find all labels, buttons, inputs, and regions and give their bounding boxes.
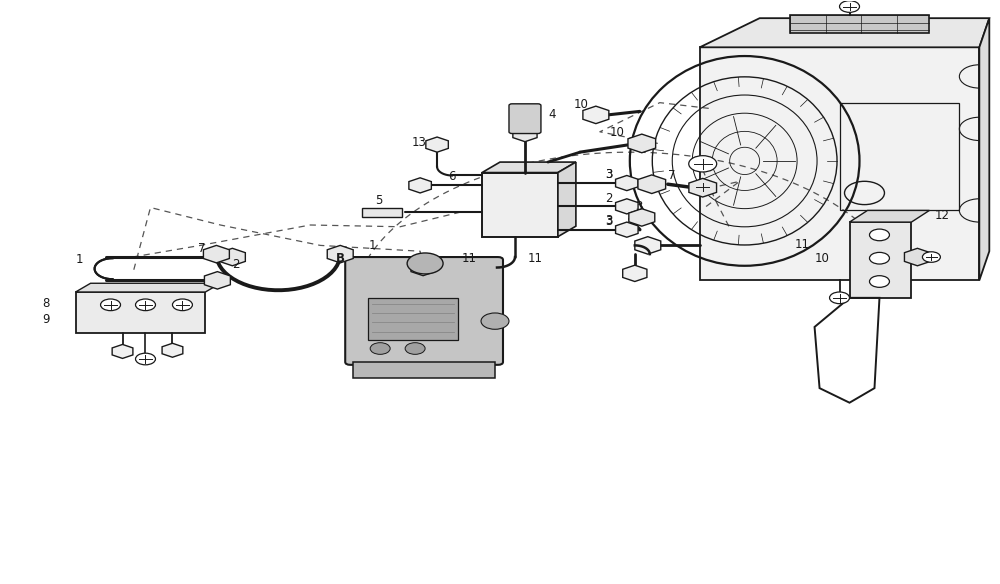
Circle shape — [869, 229, 889, 241]
Circle shape — [407, 253, 443, 274]
Circle shape — [869, 276, 889, 287]
Text: 2: 2 — [605, 192, 612, 205]
Polygon shape — [638, 175, 666, 193]
Circle shape — [136, 299, 155, 311]
Text: 10: 10 — [574, 98, 589, 111]
Text: 3: 3 — [605, 168, 612, 182]
FancyBboxPatch shape — [368, 298, 458, 340]
Polygon shape — [219, 248, 245, 266]
Polygon shape — [700, 18, 989, 47]
Text: 7: 7 — [668, 169, 675, 182]
Polygon shape — [616, 222, 638, 237]
Text: B: B — [336, 252, 345, 265]
Text: 12: 12 — [934, 208, 949, 221]
Circle shape — [172, 299, 192, 311]
Text: 3: 3 — [605, 214, 612, 227]
Circle shape — [405, 343, 425, 354]
Polygon shape — [112, 345, 133, 359]
Polygon shape — [850, 210, 929, 222]
Polygon shape — [162, 343, 183, 357]
Text: 11: 11 — [528, 252, 543, 265]
FancyBboxPatch shape — [850, 222, 911, 298]
Polygon shape — [482, 162, 576, 172]
Circle shape — [101, 299, 121, 311]
Polygon shape — [628, 134, 656, 153]
FancyBboxPatch shape — [345, 257, 503, 365]
Circle shape — [136, 353, 155, 365]
Text: 2: 2 — [232, 258, 240, 271]
Text: 8: 8 — [43, 297, 50, 310]
Text: 1: 1 — [368, 239, 376, 252]
Text: 5: 5 — [375, 194, 383, 207]
Text: 3: 3 — [635, 200, 642, 213]
Polygon shape — [616, 199, 638, 214]
Text: 13: 13 — [412, 135, 427, 149]
Text: 3: 3 — [605, 168, 612, 181]
FancyBboxPatch shape — [76, 292, 205, 333]
Circle shape — [481, 313, 509, 329]
Text: 7: 7 — [198, 242, 206, 255]
Polygon shape — [409, 178, 431, 193]
Text: 9: 9 — [43, 314, 50, 326]
Polygon shape — [558, 162, 576, 237]
Polygon shape — [629, 208, 655, 226]
Circle shape — [830, 292, 850, 304]
Text: 6: 6 — [448, 170, 456, 183]
Text: 3: 3 — [605, 215, 612, 228]
Polygon shape — [904, 248, 930, 266]
Circle shape — [693, 181, 713, 193]
Text: 11: 11 — [795, 238, 810, 251]
Polygon shape — [635, 237, 661, 254]
Polygon shape — [790, 15, 929, 33]
Circle shape — [869, 252, 889, 264]
FancyBboxPatch shape — [353, 362, 495, 378]
Polygon shape — [204, 272, 230, 289]
FancyBboxPatch shape — [482, 172, 558, 237]
Polygon shape — [203, 245, 229, 263]
Polygon shape — [616, 175, 638, 190]
Text: 10: 10 — [610, 127, 625, 140]
Polygon shape — [426, 137, 448, 152]
Text: 11: 11 — [462, 252, 477, 265]
Circle shape — [840, 1, 860, 12]
Text: 10: 10 — [815, 252, 829, 265]
Polygon shape — [513, 126, 537, 142]
Circle shape — [370, 343, 390, 354]
Polygon shape — [689, 178, 717, 197]
Polygon shape — [979, 18, 989, 280]
Text: 4: 4 — [548, 108, 555, 121]
Polygon shape — [327, 245, 353, 263]
Polygon shape — [583, 106, 609, 124]
Polygon shape — [76, 283, 220, 292]
Circle shape — [922, 252, 940, 262]
Text: 1: 1 — [76, 253, 83, 266]
FancyBboxPatch shape — [509, 104, 541, 134]
Polygon shape — [623, 265, 647, 281]
FancyBboxPatch shape — [362, 207, 402, 217]
Polygon shape — [411, 259, 435, 276]
Polygon shape — [700, 47, 979, 280]
Circle shape — [689, 156, 717, 172]
